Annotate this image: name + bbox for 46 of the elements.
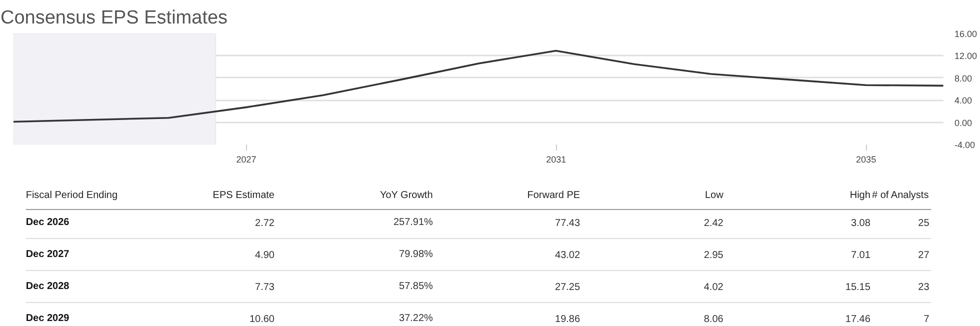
y-tick-label: 16.00 xyxy=(954,29,978,39)
text: 57.85% xyxy=(399,281,433,292)
text: 23 xyxy=(918,282,930,293)
category-label: Forward PE xyxy=(527,190,580,201)
category-label: High xyxy=(850,190,870,201)
text: 4.02 xyxy=(704,282,724,293)
category-label: Dec 2028 xyxy=(26,281,70,292)
y-tick-label: 8.00 xyxy=(954,73,972,84)
text: 77.43 xyxy=(555,218,580,229)
line-series xyxy=(14,50,944,123)
text: 3.08 xyxy=(850,218,870,229)
category-label: Dec 2026 xyxy=(26,217,70,228)
x-tick-label: 2027 xyxy=(236,154,256,164)
text: 2.72 xyxy=(255,218,274,229)
category-label: EPS Estimate xyxy=(212,190,275,201)
category-label: YoY Growth xyxy=(380,190,433,201)
category-label: Dec 2029 xyxy=(26,313,70,324)
text: 7.73 xyxy=(255,282,274,293)
chart-title: Consensus EPS Estimates xyxy=(0,8,228,28)
category-label: Low xyxy=(704,190,724,201)
x-tick-label: 2035 xyxy=(856,154,876,164)
x-tick-label: 2031 xyxy=(546,154,566,164)
text: 2.42 xyxy=(704,218,724,229)
text: 257.91% xyxy=(393,217,433,228)
text: 27.25 xyxy=(555,282,580,293)
text: 17.46 xyxy=(845,314,870,325)
text: 8.06 xyxy=(704,314,724,325)
text: Fiscal Period Ending xyxy=(26,190,118,201)
category-label: # of Analysts xyxy=(872,190,929,201)
category-label: Dec 2027 xyxy=(26,249,70,260)
text: 10.60 xyxy=(249,314,274,325)
text: 4.90 xyxy=(255,250,274,261)
text: 2.95 xyxy=(704,250,724,261)
text: 27 xyxy=(918,250,930,261)
text: 43.02 xyxy=(555,250,580,261)
y-tick-label: 12.00 xyxy=(954,51,978,62)
y-tick-label: 4.00 xyxy=(954,96,972,106)
text: 7.01 xyxy=(850,250,870,261)
y-tick-label: -4.00 xyxy=(954,140,976,150)
text: 7 xyxy=(924,314,930,325)
text: 15.15 xyxy=(845,282,870,293)
text: 25 xyxy=(918,218,930,229)
y-tick-label: 0.00 xyxy=(954,118,972,128)
text: 37.22% xyxy=(399,313,433,324)
text: 19.86 xyxy=(555,314,580,325)
text: 79.98% xyxy=(399,249,433,260)
